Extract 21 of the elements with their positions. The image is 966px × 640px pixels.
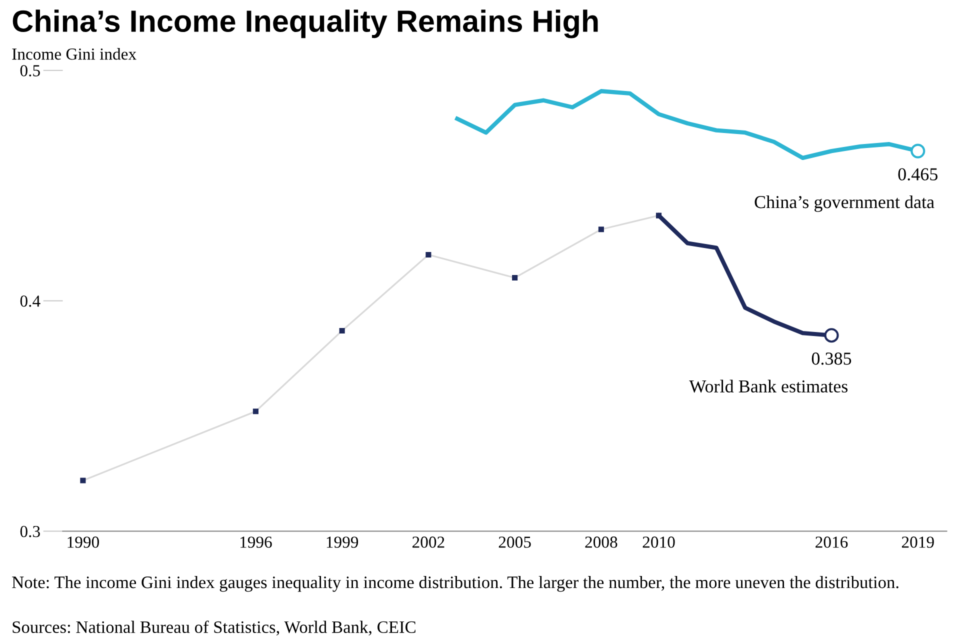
chart-title: China’s Income Inequality Remains High xyxy=(12,10,598,38)
x-tick-label: 2008 xyxy=(585,536,618,548)
x-tick-label: 2010 xyxy=(642,536,675,548)
x-tick-label: 1999 xyxy=(326,536,358,548)
x-tick-label: 1990 xyxy=(68,536,99,548)
point xyxy=(910,144,926,158)
x-tick-label: 2019 xyxy=(902,536,934,548)
y-tick-label: 0.3 xyxy=(20,526,40,538)
text: World Bank estimates xyxy=(689,380,848,393)
x-tick-label: 2002 xyxy=(412,536,444,548)
y-tick-label: 0.4 xyxy=(20,296,40,307)
x-tick-label: 2016 xyxy=(816,536,848,548)
text: China’s government data xyxy=(754,195,934,212)
annotation: 0.385 xyxy=(812,352,852,365)
x-tick-label: 2005 xyxy=(498,536,531,548)
x-tick-label: 1996 xyxy=(240,536,272,548)
text: Note: The income Gini index gauges inequality in income distribution. The larger the number, the more uneven the distribution. xyxy=(12,576,898,592)
y-axis-title: Income Gini index xyxy=(12,48,136,60)
source-note: Sources: National Bureau of Statistics, World Bank, CEIC xyxy=(12,620,416,636)
annotation: 0.465 xyxy=(898,168,938,180)
y-tick-label: 0.5 xyxy=(20,65,40,76)
